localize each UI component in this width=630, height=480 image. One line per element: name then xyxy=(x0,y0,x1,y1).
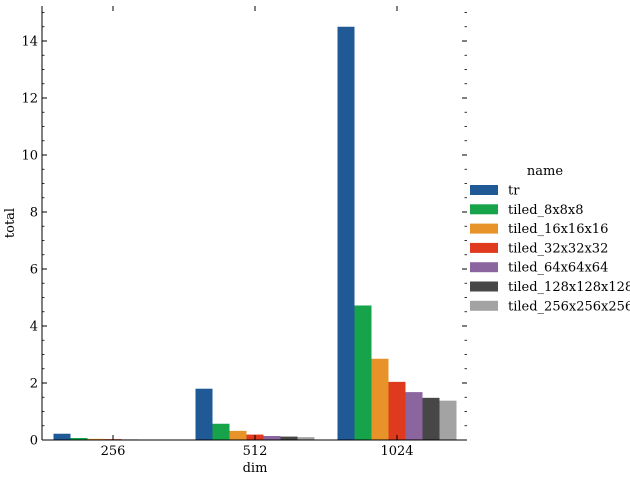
x-tick-label: 256 xyxy=(101,444,126,459)
legend-label: tiled_32x32x32 xyxy=(508,241,608,256)
bar-tiled_64x64x64-1024 xyxy=(405,392,423,440)
bar-tiled_16x16x16-512 xyxy=(229,430,247,440)
x-tick-label: 512 xyxy=(243,444,268,459)
legend-label: tiled_256x256x256 xyxy=(508,299,630,314)
bar-tr-512 xyxy=(195,388,213,440)
legend-title: name xyxy=(527,164,563,179)
legend-swatch xyxy=(470,204,498,215)
bar-tiled_128x128x128-512 xyxy=(280,436,298,440)
legend-swatch xyxy=(470,262,498,273)
legend-swatch xyxy=(470,242,498,253)
bar-tiled_32x32x32-1024 xyxy=(388,381,406,440)
y-tick-label: 14 xyxy=(21,35,38,50)
bar-tiled_256x256x256-1024 xyxy=(439,400,457,440)
legend-label: tr xyxy=(508,184,520,199)
x-axis: 256 512 1024 xyxy=(101,6,414,459)
y-tick-label: 6 xyxy=(30,263,38,278)
legend-label: tiled_128x128x128 xyxy=(508,280,630,295)
y-tick-label: 2 xyxy=(30,377,38,392)
legend: name tr tiled_8x8x8 tiled_16x16x16 tiled_32… xyxy=(470,164,630,314)
legend-swatch xyxy=(470,300,498,311)
bar-tiled_8x8x8-512 xyxy=(212,423,230,440)
bar-tiled_128x128x128-1024 xyxy=(422,397,440,440)
bar-tiled_256x256x256-512 xyxy=(297,437,315,440)
y-tick-label: 12 xyxy=(21,92,38,107)
bar-tiled_64x64x64-512 xyxy=(263,436,281,440)
bar-tr-1024 xyxy=(337,26,355,440)
legend-swatch xyxy=(470,223,498,234)
legend-swatch xyxy=(470,281,498,292)
legend-label: tiled_16x16x16 xyxy=(508,222,608,237)
bar-tiled_8x8x8-1024 xyxy=(354,305,372,440)
y-tick-label: 8 xyxy=(30,206,38,221)
bar-tiled_16x16x16-1024 xyxy=(371,358,389,440)
y-tick-label: 4 xyxy=(30,320,38,335)
y-axis: 0 2 4 6 8 10 12 14 xyxy=(21,12,467,449)
bar-tiled_8x8x8-256 xyxy=(70,438,88,440)
x-tick-label: 1024 xyxy=(380,444,413,459)
y-tick-label: 10 xyxy=(21,149,38,164)
y-axis-label: total xyxy=(3,208,18,238)
legend-label: tiled_8x8x8 xyxy=(508,203,584,218)
bar-tiled_16x16x16-256 xyxy=(87,438,105,440)
x-axis-label: dim xyxy=(243,461,268,476)
legend-label: tiled_64x64x64 xyxy=(508,261,608,276)
bar-tr-256 xyxy=(53,433,71,440)
y-tick-label: 0 xyxy=(30,434,38,449)
legend-swatch xyxy=(470,185,498,195)
plot-area xyxy=(41,6,467,441)
